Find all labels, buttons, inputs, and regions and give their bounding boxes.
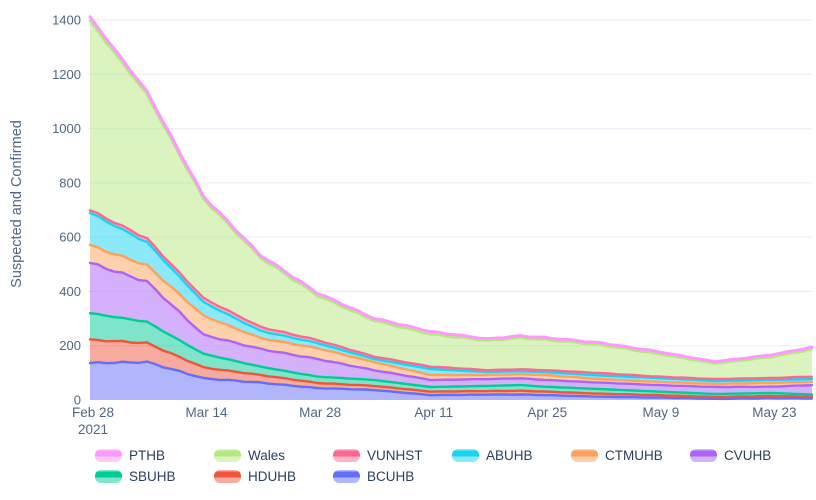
legend-swatch-pthb-icon: [95, 449, 122, 462]
legend-item-cvuhb[interactable]: CVUHB: [690, 448, 809, 463]
y-tick-200: 200: [59, 338, 81, 353]
legend-label: SBUHB: [129, 469, 176, 484]
y-tick-1400: 1400: [52, 13, 81, 28]
stacked-area-chart[interactable]: 0 200 400 600 800 1000 1200 1400 Feb 28 2021 Mar 1…: [0, 0, 816, 444]
x-tick-apr-25: Apr 25: [527, 405, 567, 420]
legend-swatch-wales-icon: [214, 449, 241, 462]
line-abuhb: [88, 211, 814, 383]
x-tick-mar-14: Mar 14: [186, 405, 229, 420]
x-tick-sub: 2021: [78, 422, 108, 437]
x-tick-may-9: May 9: [642, 405, 679, 420]
legend: PTHB Wales VUNHST ABUHB CTMUHB CVUHB SBUHB HDUH…: [95, 448, 809, 484]
legend-label: Wales: [248, 448, 286, 463]
legend-item-ctmuhb[interactable]: CTMUHB: [571, 448, 690, 463]
legend-swatch-abuhb-icon: [452, 449, 479, 462]
line-hduhb: [88, 338, 814, 399]
line-vunhst: [88, 209, 814, 381]
x-tick-mar-28: Mar 28: [299, 405, 341, 420]
area-cvuhb: [90, 263, 812, 395]
legend-swatch-cvuhb-icon: [690, 449, 717, 462]
legend-label: CTMUHB: [605, 448, 663, 463]
y-tick-1200: 1200: [52, 67, 81, 82]
legend-item-pthb[interactable]: PTHB: [95, 448, 214, 463]
area-wales: [90, 20, 812, 380]
legend-swatch-bcuhb-icon: [333, 470, 360, 483]
legend-item-hduhb[interactable]: HDUHB: [214, 469, 333, 484]
line-cvuhb: [88, 261, 814, 389]
legend-item-sbuhb[interactable]: SBUHB: [95, 469, 214, 484]
legend-label: VUNHST: [367, 448, 423, 463]
y-axis-title: Suspected and Confirmed: [9, 120, 25, 288]
legend-swatch-vunhst-icon: [333, 449, 360, 462]
y-tick-600: 600: [59, 230, 81, 245]
legend-swatch-sbuhb-icon: [95, 470, 122, 483]
legend-item-bcuhb[interactable]: BCUHB: [333, 469, 452, 484]
line-pthb: [88, 15, 814, 364]
legend-item-wales[interactable]: Wales: [214, 448, 333, 463]
x-tick-may-23: May 23: [752, 405, 796, 420]
x-tick-feb-28: Feb 28: [72, 405, 114, 420]
legend-swatch-hduhb-icon: [214, 470, 241, 483]
y-tick-0: 0: [74, 393, 81, 408]
line-bcuhb: [88, 360, 814, 401]
y-tick-800: 800: [59, 175, 81, 190]
legend-label: CVUHB: [724, 448, 772, 463]
line-sbuhb: [88, 312, 814, 396]
legend-swatch-ctmuhb-icon: [571, 449, 598, 462]
x-tick-apr-11: Apr 11: [414, 405, 453, 420]
legend-label: PTHB: [129, 448, 166, 463]
y-tick-1000: 1000: [52, 121, 81, 136]
legend-label: ABUHB: [486, 448, 533, 463]
area-bcuhb: [90, 361, 812, 400]
line-ctmuhb: [88, 243, 814, 386]
y-tick-400: 400: [59, 284, 81, 299]
line-wales: [88, 19, 814, 365]
legend-label: BCUHB: [367, 469, 415, 484]
legend-label: HDUHB: [248, 469, 297, 484]
legend-item-abuhb[interactable]: ABUHB: [452, 448, 571, 463]
legend-item-vunhst[interactable]: VUNHST: [333, 448, 452, 463]
